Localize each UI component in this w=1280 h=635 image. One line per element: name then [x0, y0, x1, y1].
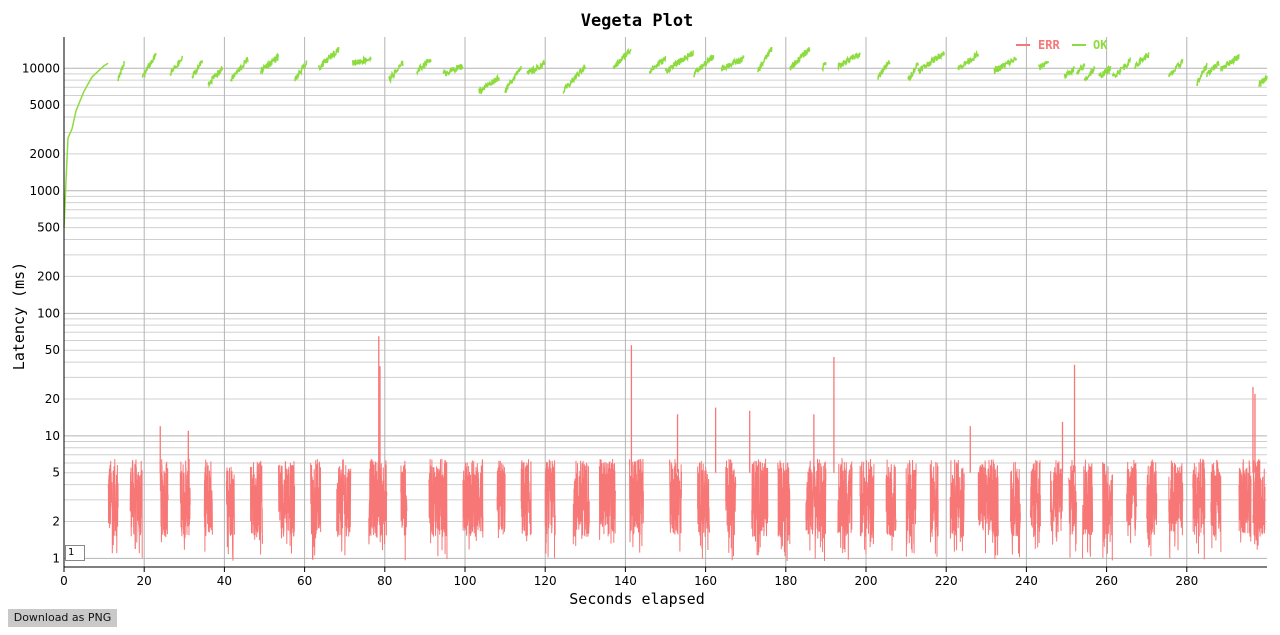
x-axis-label: Seconds elapsed — [569, 590, 704, 608]
plot-area — [63, 47, 1268, 562]
y-tick-label: 2 — [52, 514, 60, 528]
y-tick-label: 10 — [45, 429, 60, 443]
x-tick-label: 20 — [137, 574, 152, 588]
x-tick-label: 100 — [454, 574, 477, 588]
y-tick-label: 50 — [45, 343, 60, 357]
y-tick-label: 500 — [37, 221, 60, 235]
y-tick-label: 2000 — [29, 147, 60, 161]
y-tick-label: 5000 — [29, 98, 60, 112]
x-tick-label: 80 — [377, 574, 392, 588]
chart-legend: ERR OK — [1016, 38, 1108, 52]
chart-axes — [63, 37, 1267, 568]
x-tick-label: 260 — [1095, 574, 1118, 588]
x-tick-label: 160 — [694, 574, 717, 588]
chart-grid — [64, 37, 1267, 567]
y-tick-label: 100 — [37, 306, 60, 320]
x-tick-label: 140 — [614, 574, 637, 588]
legend-ok-label: OK — [1093, 38, 1108, 52]
x-tick-label: 120 — [534, 574, 557, 588]
x-tick-label: 220 — [935, 574, 958, 588]
y-tick-label: 20 — [45, 392, 60, 406]
y-axis-label: Latency (ms) — [10, 262, 28, 370]
download-png-button[interactable]: Download as PNG — [8, 609, 117, 627]
y-tick-label: 5 — [52, 466, 60, 480]
x-tick-label: 280 — [1175, 574, 1198, 588]
x-tick-label: 180 — [774, 574, 797, 588]
y-tick-label: 10000 — [22, 61, 60, 75]
y-axis-ticks: 1 2 5 10 20 50 100 200 500 1000 2000 5000 10000 — [22, 61, 60, 565]
legend-err-label: ERR — [1038, 38, 1060, 52]
x-axis-ticks: 0 20 40 60 80 100 120 140 160 180 200 220 240 260 280 — [60, 567, 1198, 588]
x-tick-label: 40 — [217, 574, 232, 588]
x-tick-label: 60 — [297, 574, 312, 588]
y-tick-label: 1 — [52, 551, 60, 565]
ok-series-line — [63, 47, 1268, 228]
y-tick-label: 1000 — [29, 184, 60, 198]
x-tick-label: 0 — [60, 574, 68, 588]
chart-title: Vegeta Plot — [581, 11, 694, 31]
err-series-line — [107, 457, 1266, 562]
y-tick-label: 200 — [37, 269, 60, 283]
x-tick-label: 240 — [1015, 574, 1038, 588]
range-selector-input[interactable]: 1 — [65, 545, 85, 561]
x-tick-label: 200 — [855, 574, 878, 588]
